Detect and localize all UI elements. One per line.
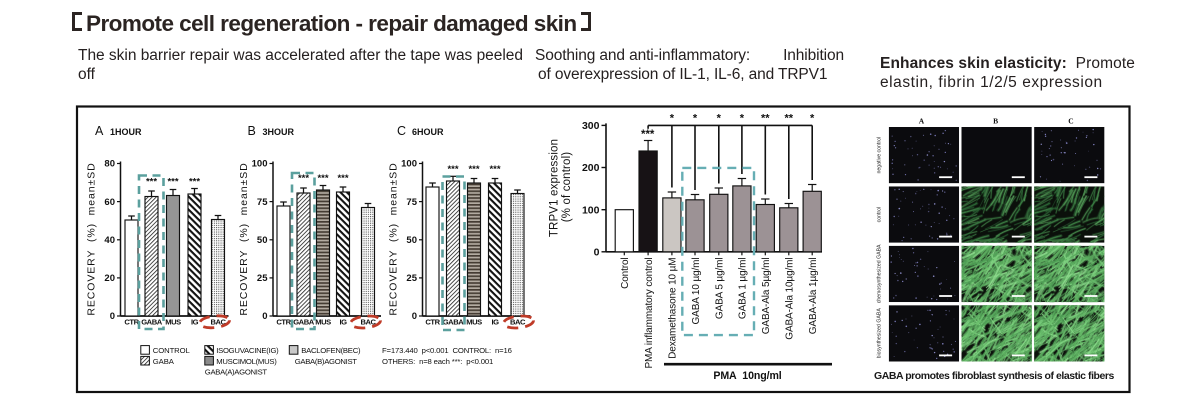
svg-text:20: 20 — [104, 273, 115, 284]
svg-text:GABA-Ala 1µg/ml: GABA-Ala 1µg/ml — [808, 258, 819, 335]
svg-text:biosynthesized GABA: biosynthesized GABA — [877, 308, 883, 359]
svg-text:75: 75 — [257, 197, 268, 208]
svg-text:80: 80 — [104, 159, 115, 170]
svg-text:*: * — [740, 113, 745, 125]
svg-text:C: C — [397, 124, 406, 138]
svg-text:0: 0 — [412, 311, 417, 322]
svg-text:75: 75 — [406, 197, 417, 208]
svg-text:GABA: GABA — [293, 318, 315, 327]
svg-text:***: *** — [317, 173, 328, 184]
svg-text:***: *** — [337, 173, 348, 184]
svg-text:25: 25 — [257, 273, 268, 284]
svg-text:PMA inflammatory control: PMA inflammatory control — [644, 258, 655, 369]
svg-text:GABA 10 µg/ml: GABA 10 µg/ml — [691, 258, 702, 325]
svg-text:***: *** — [146, 177, 157, 188]
svg-text:B: B — [993, 117, 998, 126]
svg-text:***: *** — [189, 177, 200, 188]
svg-text:A: A — [919, 117, 925, 126]
svg-text:***: *** — [641, 129, 655, 141]
svg-text:300: 300 — [582, 120, 600, 132]
svg-text:C: C — [1068, 117, 1073, 126]
svg-text:GABA: GABA — [443, 318, 465, 327]
svg-text:MUS: MUS — [466, 318, 482, 327]
svg-text:60: 60 — [104, 197, 115, 208]
svg-text:BAC: BAC — [360, 318, 376, 327]
svg-text:0: 0 — [594, 246, 600, 258]
svg-text:B: B — [248, 124, 256, 138]
svg-text:GABA-Ala 10µg/ml: GABA-Ala 10µg/ml — [785, 258, 796, 340]
svg-text:A: A — [95, 124, 104, 138]
svg-text:OTHERS: n=8 each ***: p<0.00: OTHERS: n=8 each ***: p<0.001 — [382, 357, 493, 366]
svg-text:**: ** — [761, 113, 770, 125]
svg-text:*: * — [717, 113, 722, 125]
svg-text:***: *** — [167, 177, 178, 188]
svg-text:RECOVERY (%) mean±SD: RECOVERY (%) mean±SD — [86, 162, 98, 315]
svg-text:*: * — [670, 113, 675, 125]
svg-text:50: 50 — [406, 235, 417, 246]
svg-text:GABA promotes fibroblast synth: GABA promotes fibroblast synthesis of el… — [874, 370, 1115, 382]
svg-text:25: 25 — [406, 273, 417, 284]
svg-text:BAC: BAC — [210, 318, 226, 327]
svg-text:200: 200 — [582, 162, 600, 174]
svg-text:(% of control): (% of control) — [561, 152, 573, 223]
svg-text:MUS: MUS — [165, 318, 181, 327]
svg-text:CTR: CTR — [124, 318, 139, 327]
svg-text:BACLOFEN(BEC): BACLOFEN(BEC) — [301, 346, 361, 355]
svg-text:MUSCIMOL(MUS): MUSCIMOL(MUS) — [216, 357, 277, 366]
svg-text:GABA 1 µg/ml: GABA 1 µg/ml — [738, 258, 749, 320]
svg-text:GABA-Ala 5µg/ml: GABA-Ala 5µg/ml — [761, 258, 772, 335]
svg-text:F=173.440 p<0.001 CONTROL:: F=173.440 p<0.001 CONTROL: n=16 — [382, 346, 512, 355]
svg-text:3HOUR: 3HOUR — [263, 127, 295, 137]
svg-text:IG: IG — [491, 318, 499, 327]
svg-text:chemosynthesized GABA: chemosynthesized GABA — [877, 244, 883, 303]
svg-text:GABA 5 µg/ml: GABA 5 µg/ml — [715, 258, 726, 320]
svg-text:*: * — [810, 113, 815, 125]
svg-text:CONTROL: CONTROL — [153, 346, 191, 355]
svg-text:GABA: GABA — [141, 318, 163, 327]
svg-text:control: control — [877, 207, 883, 223]
svg-text:IG: IG — [339, 318, 347, 327]
svg-text:RECOVERY (%) mean±SD: RECOVERY (%) mean±SD — [238, 162, 250, 315]
svg-text:0: 0 — [110, 311, 115, 322]
svg-text:GABA: GABA — [153, 357, 175, 366]
svg-text:Control: Control — [620, 258, 631, 289]
svg-text:50: 50 — [257, 235, 268, 246]
svg-text:1HOUR: 1HOUR — [110, 127, 142, 137]
svg-text:PMA 10ng/ml: PMA 10ng/ml — [713, 370, 781, 382]
svg-text:CTR: CTR — [276, 318, 291, 327]
svg-text:ISOGUVACINE(IG): ISOGUVACINE(IG) — [216, 346, 279, 355]
svg-text:100: 100 — [401, 159, 417, 170]
svg-text:CTR: CTR — [425, 318, 440, 327]
svg-text:***: *** — [298, 173, 309, 184]
svg-text:6HOUR: 6HOUR — [412, 127, 444, 137]
svg-text:***: *** — [489, 164, 500, 175]
svg-text:negative control: negative control — [877, 137, 883, 174]
svg-text:100: 100 — [582, 204, 600, 216]
svg-text:RECOVERY (%) mean±SD: RECOVERY (%) mean±SD — [388, 162, 400, 315]
svg-text:TRPV1 expression: TRPV1 expression — [549, 139, 561, 237]
svg-text:IG: IG — [191, 318, 199, 327]
svg-text:**: ** — [785, 113, 794, 125]
svg-text:*: * — [693, 113, 698, 125]
svg-text:100: 100 — [252, 159, 268, 170]
svg-text:***: *** — [447, 164, 458, 175]
svg-text:***: *** — [468, 164, 479, 175]
svg-text:0: 0 — [262, 311, 267, 322]
svg-text:40: 40 — [104, 235, 115, 246]
svg-text:Dexamethasone 10 µM: Dexamethasone 10 µM — [668, 258, 679, 359]
svg-text:MUS: MUS — [315, 318, 331, 327]
svg-text:GABA(B)AGONIST: GABA(B)AGONIST — [295, 357, 358, 366]
svg-text:GABA(A)AGONIST: GABA(A)AGONIST — [205, 367, 268, 376]
svg-text:BAC: BAC — [510, 318, 526, 327]
